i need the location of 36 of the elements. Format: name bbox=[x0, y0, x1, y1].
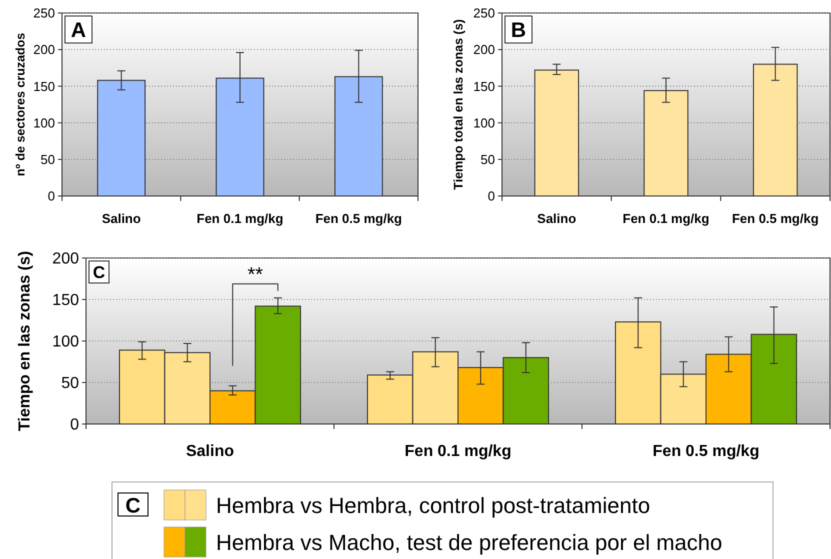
annotation: ** bbox=[247, 264, 264, 286]
y-tick-label: 50 bbox=[480, 152, 495, 167]
y-tick-label: 200 bbox=[52, 250, 80, 268]
y-tick-label: 200 bbox=[33, 42, 55, 58]
y-tick-label: 0 bbox=[70, 416, 80, 434]
y-tick-label: 100 bbox=[473, 115, 495, 130]
y-tick-label: 0 bbox=[48, 188, 55, 204]
y-tick-label: 50 bbox=[61, 375, 80, 392]
y-axis-title: Tiempo total en las zonas (s) bbox=[451, 19, 466, 190]
x-tick-label: Fen 0.1 mg/kg bbox=[404, 443, 512, 460]
x-tick-label: Fen 0.5 mg/kg bbox=[732, 211, 819, 226]
y-tick-label: 150 bbox=[473, 78, 495, 94]
y-tick-label: 100 bbox=[52, 334, 80, 351]
y-axis-title: Tiempo en las zonas (s) bbox=[16, 250, 34, 432]
x-tick-label: Salino bbox=[186, 443, 234, 460]
y-tick-label: 200 bbox=[473, 42, 495, 58]
x-tick-label: Salino bbox=[102, 211, 141, 226]
y-axis-title: nº de sectores cruzados bbox=[13, 32, 28, 176]
legend-title: C bbox=[125, 494, 141, 518]
y-tick-label: 100 bbox=[33, 115, 55, 130]
legend-label: Hembra vs Macho, test de preferencia por el macho bbox=[216, 530, 722, 555]
legend-label: Hembra vs Hembra, control post-tratamiento bbox=[216, 492, 650, 518]
chart-title: A bbox=[70, 19, 86, 42]
x-tick-label: Fen 0.1 mg/kg bbox=[196, 211, 284, 226]
y-tick-label: 150 bbox=[33, 78, 55, 94]
chart-title: C bbox=[92, 263, 106, 282]
y-tick-label: 150 bbox=[52, 292, 80, 310]
x-tick-label: Fen 0.5 mg/kg bbox=[315, 211, 402, 226]
y-tick-label: 250 bbox=[473, 6, 495, 21]
y-tick-label: 250 bbox=[33, 6, 55, 21]
y-tick-label: 50 bbox=[40, 152, 55, 167]
x-tick-label: Fen 0.5 mg/kg bbox=[652, 443, 760, 460]
chart-title: B bbox=[510, 19, 526, 42]
y-tick-label: 0 bbox=[488, 188, 495, 204]
x-tick-label: Salino bbox=[537, 211, 576, 226]
x-tick-label: Fen 0.1 mg/kg bbox=[622, 211, 710, 226]
